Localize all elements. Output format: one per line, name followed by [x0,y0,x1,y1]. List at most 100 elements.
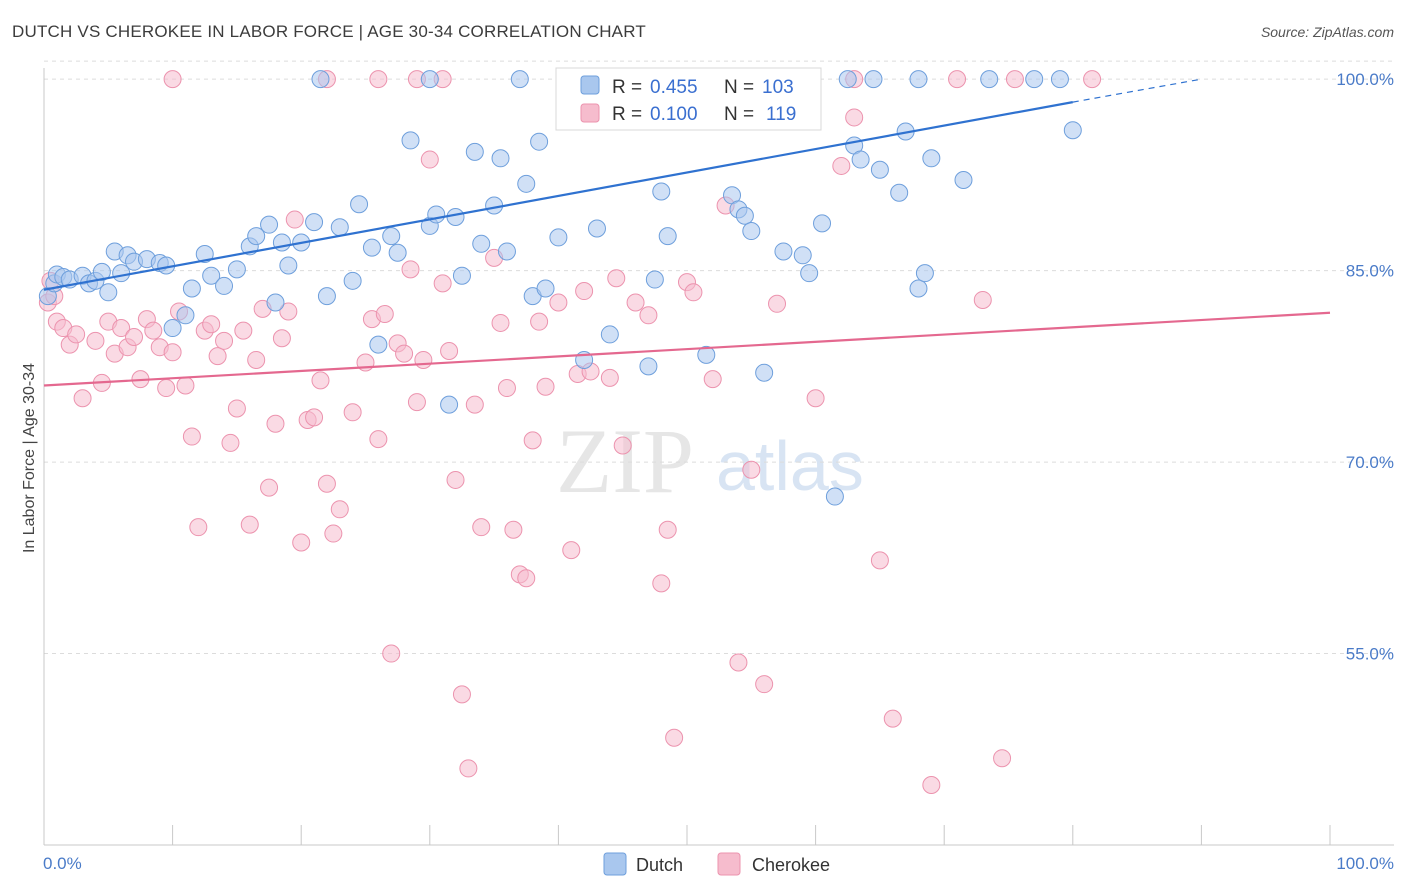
cherokee-point [870,551,889,570]
cherokee-point [73,389,92,408]
cherokee-point [504,520,523,539]
dutch-point [793,246,812,265]
dutch-point [510,70,529,89]
dutch-point [446,208,465,226]
bottom-legend-cherokee-label: Cherokee [752,855,830,875]
cherokee-point [607,269,626,288]
cherokee-point [883,709,902,728]
dutch-point [350,195,369,214]
dutch-point [195,245,214,264]
x-tick-label-min: 0.0% [43,854,82,873]
dutch-point [247,227,266,246]
watermark: ZIP atlas [556,410,864,512]
dutch-point [890,183,909,202]
cherokee-point [1083,70,1102,89]
legend-cherokee-n-value: 119 [766,104,796,125]
cherokee-point [202,315,221,334]
y-axis-label: In Labor Force | Age 30-34 [21,363,38,553]
cherokee-point [240,515,259,534]
cherokee-point [414,350,433,369]
dutch-point [305,213,324,232]
dutch-point [587,219,606,238]
dutch-point [735,206,754,225]
dutch-point [401,131,420,150]
dutch-point [838,70,857,89]
cherokee-trend-line [43,311,1331,387]
dutch-point [530,132,549,151]
cherokee-point [292,533,311,552]
cherokee-point [575,282,594,301]
chart-title: DUTCH VS CHEROKEE IN LABOR FORCE | AGE 3… [12,22,646,41]
legend-cherokee-swatch [580,103,600,123]
dutch-point [658,227,677,246]
dutch-point [420,70,439,89]
dutch-point [215,276,234,295]
cherokee-point [247,350,266,369]
dutch-point [92,262,111,281]
dutch-point [388,243,407,262]
cherokee-point [86,331,105,350]
axes: 55.0% 70.0% 85.0% 100.0% [43,68,1394,846]
legend-dutch-r-label: R = [612,77,642,98]
cherokee-point [742,460,761,479]
legend-box [555,67,822,131]
dutch-point [742,222,761,241]
dutch-point [549,228,568,247]
cherokee-point [452,685,471,704]
cherokee-point [832,156,851,175]
cherokee-point [973,290,992,309]
cherokee-point [279,302,298,321]
dutch-point [639,357,658,376]
bottom-legend-dutch-label: Dutch [636,855,683,875]
dutch-point [909,70,928,89]
cherokee-point [922,776,941,795]
cherokee-point [459,759,478,778]
legend-cherokee-r-label: R = [612,104,642,125]
dutch-point [279,256,298,275]
y-tick-label: 100.0% [1336,70,1394,89]
cherokee-point [272,329,291,348]
dutch-point [227,260,246,279]
cherokee-point [176,376,195,395]
cherokee-point [440,342,459,361]
dutch-point [497,242,516,261]
dutch-point [851,150,870,169]
cherokee-point [266,414,285,433]
dutch-point [317,287,336,306]
cherokee-point [465,395,484,414]
dutch-point [311,70,330,89]
cherokee-point [112,319,131,338]
cherokee-point [285,210,304,229]
grid [44,60,1394,655]
cherokee-point [472,518,491,537]
bottom-legend: Dutch Cherokee [603,852,830,876]
cherokee-point [1005,70,1024,89]
cherokee-point [234,321,253,340]
y-tick-label: 70.0% [1346,453,1394,472]
bottom-legend-cherokee-swatch [717,852,741,876]
cherokee-point [67,325,86,344]
dutch-point [1050,70,1069,89]
source-label: Source: ZipAtlas.com [1260,24,1394,40]
cherokee-point [163,343,182,362]
cherokee-point [768,294,787,313]
cherokee-point [497,379,516,398]
cherokee-point [626,293,645,312]
cherokee-point [369,430,388,449]
legend-dutch-swatch [580,75,600,95]
dutch-point [362,238,381,257]
dutch-point [260,215,279,234]
x-tick-label-max: 100.0% [1336,854,1394,873]
dutch-point [915,264,934,283]
cherokee-point [523,431,542,450]
dutch-point [870,160,889,179]
watermark-zip: ZIP [556,410,694,512]
cherokee-point [144,321,163,340]
y-tick-label: 55.0% [1346,645,1394,664]
dutch-point [452,266,471,285]
cherokee-point [407,393,426,412]
dutch-point [645,270,664,289]
cherokee-point [948,70,967,89]
dutch-point [369,335,388,354]
